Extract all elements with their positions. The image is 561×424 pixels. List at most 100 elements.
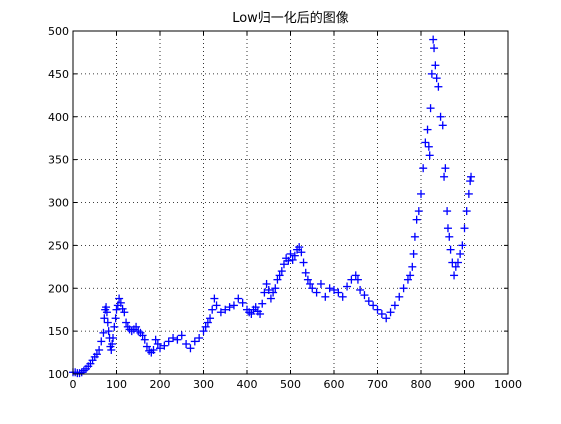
data-point xyxy=(466,177,475,186)
data-point xyxy=(421,138,430,147)
grid xyxy=(73,31,508,374)
x-tick-label: 1000 xyxy=(494,378,522,391)
data-point xyxy=(273,275,282,284)
data-point xyxy=(201,322,210,331)
data-point xyxy=(177,331,186,340)
data-point xyxy=(410,232,419,241)
data-point xyxy=(299,258,308,267)
data-point xyxy=(414,207,423,216)
y-tick-label: 250 xyxy=(48,239,69,252)
data-point xyxy=(225,303,234,312)
data-point xyxy=(132,322,141,331)
data-point xyxy=(234,294,243,303)
y-tick-label: 400 xyxy=(48,111,69,124)
data-point xyxy=(286,249,295,258)
data-point xyxy=(258,299,267,308)
x-tick-label: 400 xyxy=(237,378,258,391)
data-point xyxy=(399,284,408,293)
data-point xyxy=(427,69,436,78)
data-point xyxy=(441,164,450,173)
data-point xyxy=(156,344,164,353)
data-point xyxy=(409,249,418,258)
data-point xyxy=(120,308,129,317)
data-point xyxy=(403,275,412,284)
data-point xyxy=(284,256,293,265)
data-point xyxy=(149,345,158,354)
data-point xyxy=(460,224,469,233)
data-point xyxy=(275,271,284,280)
data-point xyxy=(182,339,191,348)
data-point xyxy=(434,82,443,91)
data-point xyxy=(462,207,471,216)
data-point xyxy=(221,305,230,314)
data-point xyxy=(97,337,106,346)
data-point xyxy=(122,318,131,327)
data-point xyxy=(356,285,365,294)
data-point xyxy=(458,241,467,250)
data-point xyxy=(312,288,321,297)
data-point xyxy=(430,44,439,53)
data-point xyxy=(321,292,330,301)
plot-background xyxy=(73,31,508,374)
data-point xyxy=(115,294,124,303)
data-point xyxy=(264,285,273,294)
data-point xyxy=(203,318,212,327)
x-tick-labels: 0 100 200 300 400 500 600 700 800 900 1000 xyxy=(70,378,523,391)
data-point xyxy=(338,292,347,301)
data-point xyxy=(95,345,104,354)
data-point xyxy=(390,301,399,310)
plot-frame xyxy=(72,30,509,375)
data-point xyxy=(334,288,343,297)
y-tick-label: 300 xyxy=(48,197,69,210)
data-point xyxy=(110,322,119,331)
data-point xyxy=(373,305,382,314)
data-point xyxy=(199,327,208,336)
data-point xyxy=(290,251,299,260)
data-point xyxy=(386,308,395,317)
data-point xyxy=(100,314,109,323)
data-point xyxy=(169,333,178,342)
data-point xyxy=(279,260,288,269)
data-point xyxy=(208,305,217,314)
data-point xyxy=(353,275,362,284)
chart-title: Low归一化后的图像 xyxy=(232,10,349,26)
data-point xyxy=(423,125,432,134)
data-point xyxy=(260,288,269,297)
data-point xyxy=(238,298,247,307)
data-point xyxy=(436,112,445,121)
data-point xyxy=(195,333,204,342)
data-point xyxy=(216,308,225,317)
data-point xyxy=(450,271,459,280)
data-point xyxy=(464,189,473,198)
data-point xyxy=(102,303,111,312)
data-point xyxy=(247,309,256,318)
data-point xyxy=(316,279,325,288)
data-point xyxy=(262,279,271,288)
data-point xyxy=(109,333,118,342)
data-point xyxy=(330,285,338,294)
data-point xyxy=(419,164,428,173)
data-point xyxy=(116,298,125,307)
data-point xyxy=(446,245,455,254)
data-point xyxy=(107,345,116,354)
data-point xyxy=(412,215,421,224)
data-point xyxy=(408,262,417,271)
y-tick-labels: 100 150 200 250 300 350 400 450 500 xyxy=(48,25,69,381)
data-point xyxy=(451,262,460,271)
x-tick-label: 800 xyxy=(411,378,432,391)
data-points xyxy=(69,35,476,378)
data-point xyxy=(173,335,182,344)
y-tick-label: 500 xyxy=(48,25,69,38)
x-tick-label: 100 xyxy=(106,378,127,391)
data-point xyxy=(108,339,117,348)
data-point xyxy=(269,288,278,297)
data-point xyxy=(295,243,304,252)
x-tick-label: 700 xyxy=(367,378,388,391)
data-point xyxy=(153,339,162,348)
data-point xyxy=(142,342,151,351)
data-point xyxy=(429,35,438,44)
data-point xyxy=(297,248,306,257)
y-tick-label: 150 xyxy=(48,325,69,338)
